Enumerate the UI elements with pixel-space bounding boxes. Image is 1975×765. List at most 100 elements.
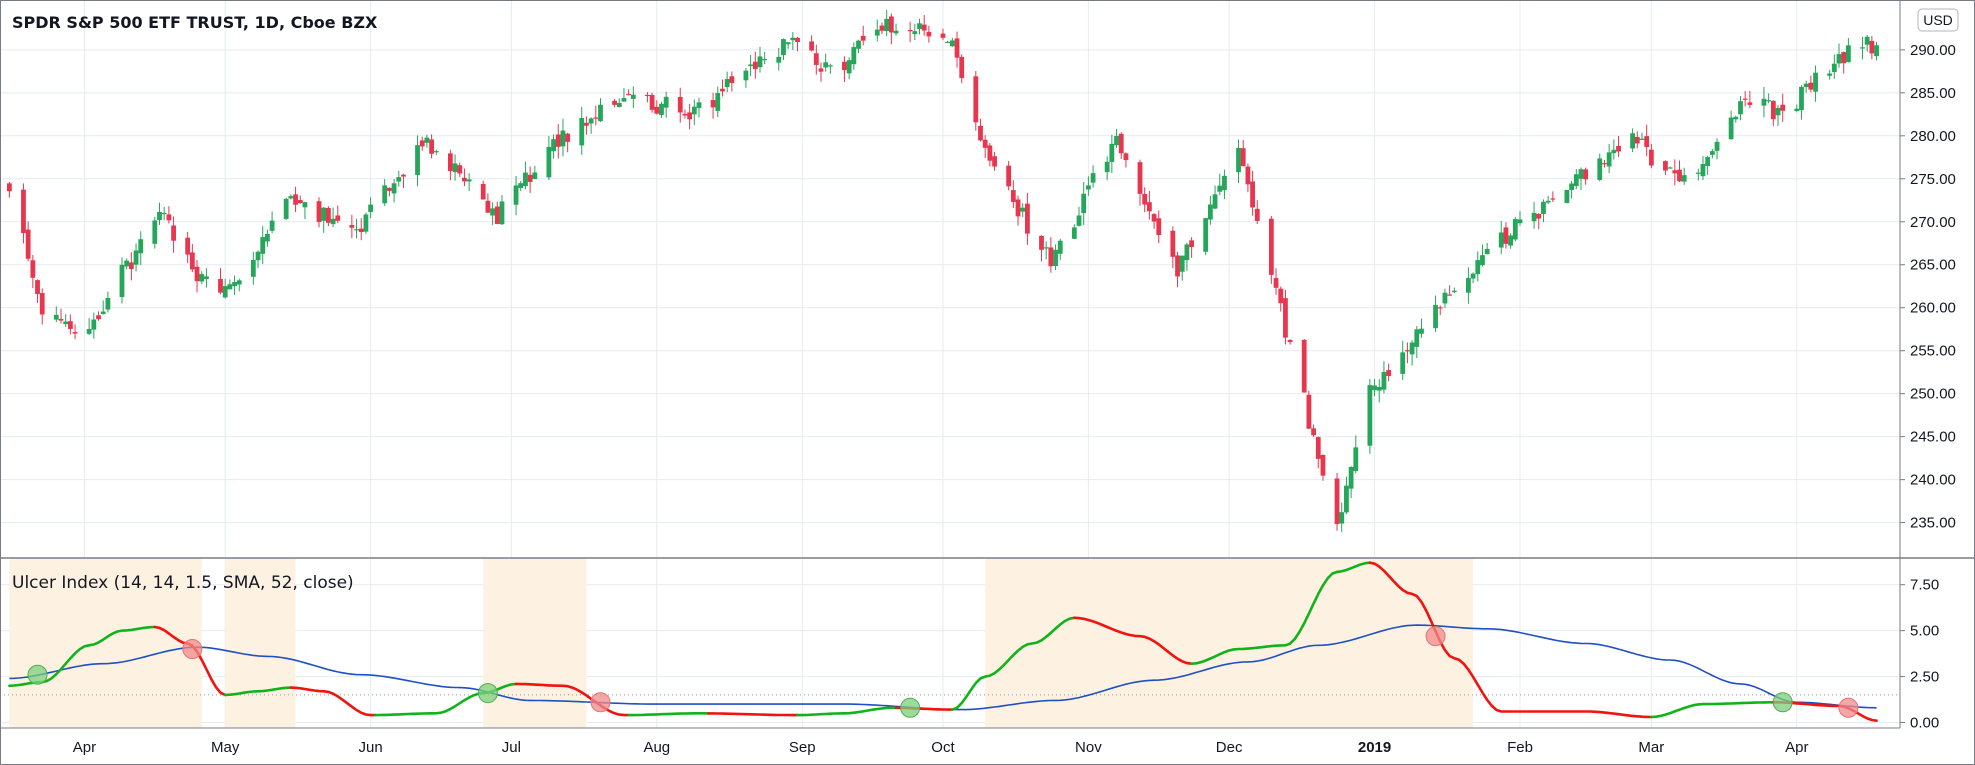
candle[interactable] [1648, 143, 1654, 169]
candle[interactable] [452, 154, 458, 181]
candle[interactable] [499, 195, 505, 225]
candle[interactable] [321, 206, 327, 233]
candle[interactable] [978, 118, 983, 142]
candle[interactable] [67, 314, 73, 335]
candle[interactable] [1109, 134, 1115, 174]
candle[interactable] [161, 206, 167, 221]
candle[interactable] [1409, 340, 1415, 366]
candle[interactable] [973, 70, 979, 131]
candle[interactable] [1480, 244, 1485, 267]
candle[interactable] [494, 201, 500, 225]
sell-signal-marker[interactable] [1838, 697, 1859, 718]
candle[interactable] [790, 32, 796, 51]
candle[interactable] [100, 300, 106, 315]
candle[interactable] [757, 46, 763, 73]
candle[interactable] [316, 197, 322, 228]
ulcer-index-rising-segment[interactable] [223, 686, 293, 697]
candle[interactable] [1170, 226, 1176, 269]
candle[interactable] [1118, 132, 1124, 160]
candle[interactable] [30, 254, 36, 289]
candle[interactable] [1175, 251, 1180, 288]
candle[interactable] [809, 35, 815, 52]
candle[interactable] [1348, 466, 1354, 499]
candle[interactable] [396, 171, 402, 187]
candle[interactable] [1770, 100, 1776, 127]
candle[interactable] [1634, 131, 1640, 149]
candle[interactable] [827, 63, 833, 74]
candle[interactable] [462, 168, 467, 187]
candle[interactable] [424, 134, 430, 148]
candle[interactable] [255, 250, 261, 268]
candle[interactable] [1681, 167, 1687, 185]
candle[interactable] [1597, 153, 1603, 182]
candle[interactable] [584, 116, 589, 135]
candle[interactable] [1057, 238, 1063, 260]
candle[interactable] [1700, 156, 1706, 181]
candle[interactable] [1207, 195, 1213, 225]
candle[interactable] [297, 195, 303, 204]
candle[interactable] [663, 91, 669, 118]
candle[interactable] [1512, 216, 1518, 242]
ulcer-index-rising-segment[interactable] [950, 616, 1076, 711]
candle[interactable] [1672, 159, 1678, 186]
candle[interactable] [1864, 34, 1870, 52]
candle[interactable] [1278, 286, 1284, 312]
candle[interactable] [1616, 135, 1621, 157]
candle[interactable] [335, 205, 341, 223]
candle[interactable] [1831, 54, 1837, 79]
candle[interactable] [124, 258, 130, 270]
candle[interactable] [194, 259, 200, 293]
candle[interactable] [1203, 217, 1209, 256]
candle[interactable] [1010, 180, 1016, 209]
candle[interactable] [1025, 192, 1030, 245]
sell-signal-marker[interactable] [590, 692, 611, 713]
candle[interactable] [588, 117, 594, 134]
candle[interactable] [419, 136, 425, 151]
ulcer-index-rising-segment[interactable] [1650, 700, 1775, 719]
candle[interactable] [466, 173, 472, 192]
signal-markers[interactable] [27, 626, 1859, 718]
candle[interactable] [729, 71, 735, 92]
ulcer-index-rising-segment[interactable] [627, 711, 710, 717]
candle[interactable] [593, 105, 599, 126]
candle[interactable] [1644, 124, 1650, 157]
candle[interactable] [1517, 211, 1523, 226]
candle[interactable] [912, 23, 918, 41]
candle[interactable] [579, 106, 585, 155]
candle[interactable] [138, 231, 144, 266]
candle[interactable] [1578, 167, 1584, 190]
candle[interactable] [1189, 237, 1195, 258]
candle[interactable] [1301, 338, 1307, 393]
candle[interactable] [288, 194, 294, 200]
candle[interactable] [1273, 268, 1279, 295]
candle[interactable] [293, 186, 298, 213]
candle[interactable] [893, 23, 899, 36]
candle[interactable] [1212, 185, 1218, 210]
candle[interactable] [250, 251, 256, 285]
candle[interactable] [152, 216, 158, 249]
candle[interactable] [1414, 326, 1420, 359]
candle[interactable] [35, 279, 40, 303]
candle[interactable] [53, 306, 59, 323]
candle[interactable] [429, 134, 435, 159]
candle[interactable] [856, 39, 861, 54]
candle[interactable] [1498, 220, 1504, 255]
candle[interactable] [485, 193, 491, 213]
candle[interactable] [724, 71, 730, 93]
candle[interactable] [1367, 379, 1373, 454]
candle[interactable] [1470, 272, 1476, 284]
candle[interactable] [349, 214, 355, 239]
candle[interactable] [1738, 96, 1743, 121]
candle[interactable] [513, 175, 519, 216]
candle[interactable] [555, 124, 561, 159]
candle[interactable] [363, 212, 369, 234]
candle[interactable] [1015, 195, 1021, 226]
candle[interactable] [391, 179, 397, 203]
candle[interactable] [1123, 152, 1129, 168]
candle[interactable] [1447, 285, 1453, 296]
candle[interactable] [1799, 85, 1804, 120]
candle[interactable] [58, 308, 64, 324]
candle[interactable] [785, 41, 791, 49]
candle[interactable] [1545, 195, 1551, 205]
candle[interactable] [926, 25, 932, 43]
